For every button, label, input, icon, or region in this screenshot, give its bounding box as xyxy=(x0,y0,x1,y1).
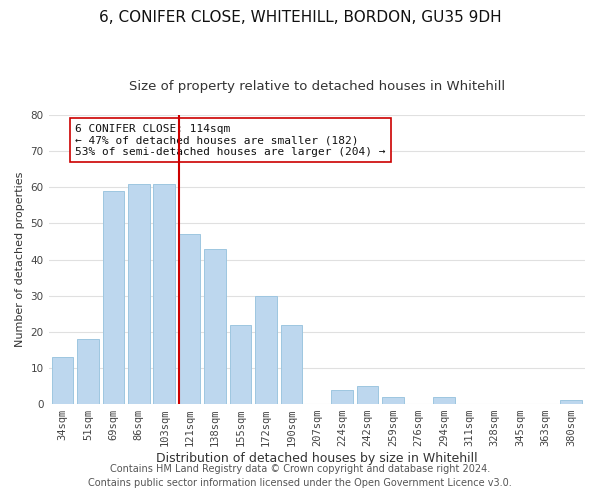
Bar xyxy=(179,234,200,404)
Bar xyxy=(382,397,404,404)
Bar xyxy=(52,357,73,404)
Bar xyxy=(230,324,251,404)
Bar xyxy=(103,191,124,404)
Bar xyxy=(560,400,582,404)
Title: Size of property relative to detached houses in Whitehill: Size of property relative to detached ho… xyxy=(129,80,505,93)
Bar xyxy=(281,324,302,404)
Bar xyxy=(255,296,277,404)
Bar xyxy=(357,386,379,404)
Bar xyxy=(128,184,149,404)
Bar xyxy=(154,184,175,404)
Bar xyxy=(433,397,455,404)
Text: Contains HM Land Registry data © Crown copyright and database right 2024.
Contai: Contains HM Land Registry data © Crown c… xyxy=(88,464,512,487)
Text: 6, CONIFER CLOSE, WHITEHILL, BORDON, GU35 9DH: 6, CONIFER CLOSE, WHITEHILL, BORDON, GU3… xyxy=(98,10,502,25)
Y-axis label: Number of detached properties: Number of detached properties xyxy=(15,172,25,347)
Bar xyxy=(77,339,99,404)
Bar xyxy=(331,390,353,404)
Text: 6 CONIFER CLOSE: 114sqm
← 47% of detached houses are smaller (182)
53% of semi-d: 6 CONIFER CLOSE: 114sqm ← 47% of detache… xyxy=(76,124,386,157)
Bar xyxy=(204,248,226,404)
X-axis label: Distribution of detached houses by size in Whitehill: Distribution of detached houses by size … xyxy=(156,452,478,465)
